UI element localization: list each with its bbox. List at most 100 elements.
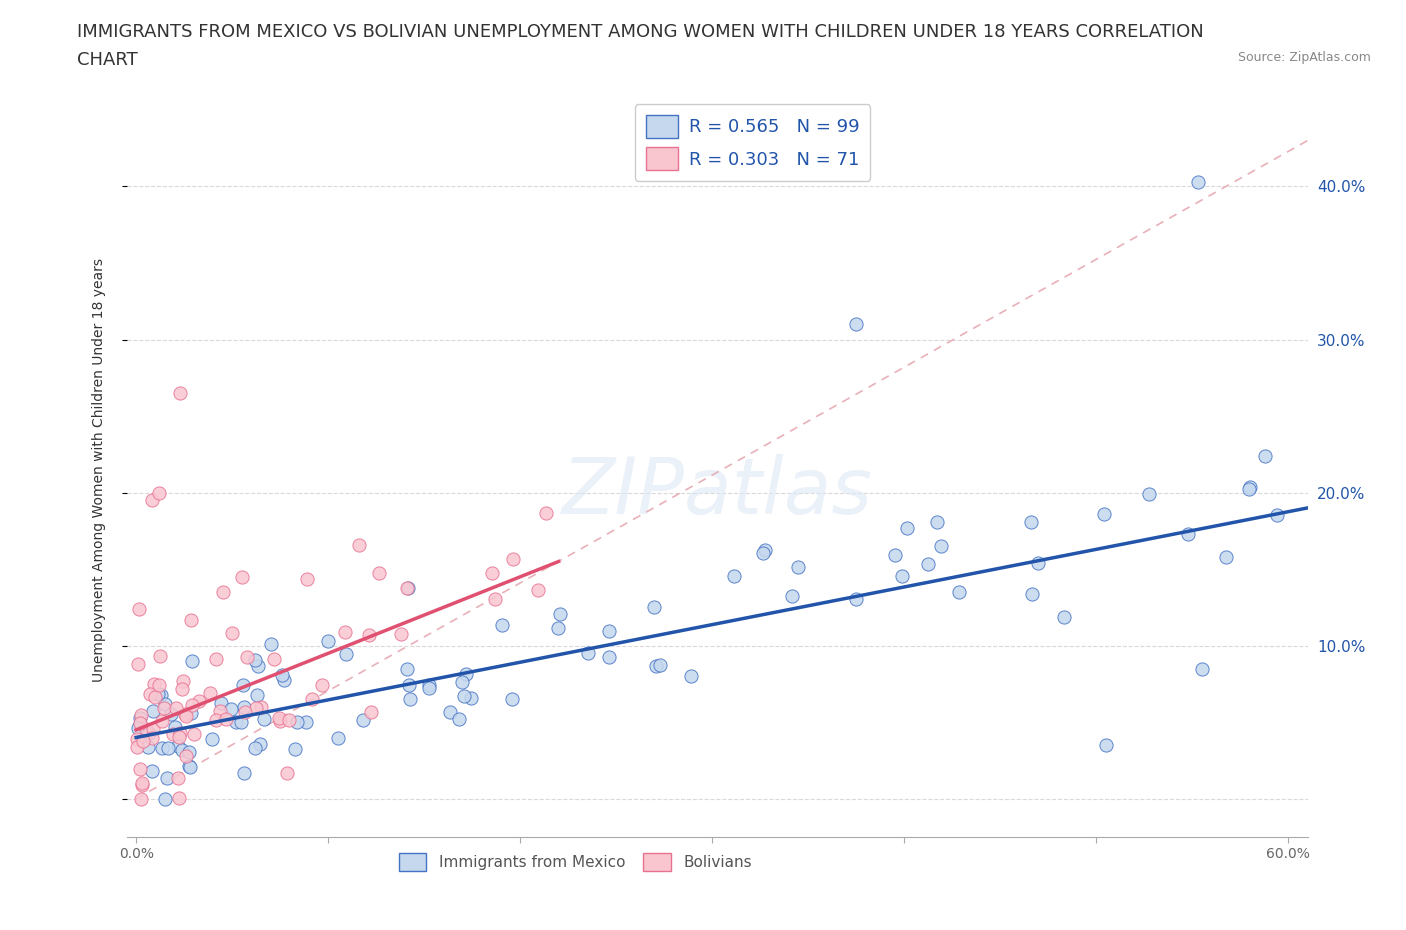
Point — [643, 599, 665, 614]
Point — [153, 791, 176, 806]
Point — [125, 732, 148, 747]
Point — [501, 692, 523, 707]
Point — [142, 676, 165, 691]
Point — [150, 687, 173, 702]
Point — [169, 725, 191, 740]
Point — [890, 568, 912, 583]
Point — [165, 700, 187, 715]
Point — [754, 543, 776, 558]
Point — [180, 706, 202, 721]
Point — [141, 493, 163, 508]
Point — [845, 317, 868, 332]
Point — [389, 626, 412, 641]
Point — [243, 740, 266, 755]
Point — [150, 713, 173, 728]
Point — [845, 591, 868, 606]
Point — [201, 732, 224, 747]
Point — [250, 699, 273, 714]
Point — [335, 646, 357, 661]
Point — [929, 538, 952, 553]
Point — [129, 791, 152, 806]
Point — [141, 764, 163, 779]
Point — [1095, 737, 1118, 752]
Point — [231, 569, 253, 584]
Point — [460, 690, 482, 705]
Point — [231, 714, 253, 729]
Point — [1139, 486, 1161, 501]
Point — [142, 722, 165, 737]
Point — [181, 698, 204, 712]
Point — [295, 714, 318, 729]
Point — [1215, 550, 1237, 565]
Point — [209, 703, 232, 718]
Point — [396, 580, 419, 595]
Point — [209, 696, 232, 711]
Point — [1187, 175, 1209, 190]
Point — [198, 686, 221, 701]
Point — [232, 678, 254, 693]
Point — [285, 714, 308, 729]
Point — [418, 678, 440, 693]
Point — [172, 673, 194, 688]
Point — [328, 730, 350, 745]
Point — [1021, 587, 1043, 602]
Point — [1021, 514, 1043, 529]
Point — [1177, 527, 1199, 542]
Point — [246, 688, 269, 703]
Point — [221, 625, 243, 640]
Point — [215, 711, 238, 726]
Point — [751, 546, 773, 561]
Point — [481, 566, 503, 581]
Point — [883, 548, 905, 563]
Text: CHART: CHART — [77, 51, 138, 69]
Point — [172, 743, 194, 758]
Point — [318, 634, 340, 649]
Point — [176, 749, 198, 764]
Point — [395, 580, 418, 595]
Point — [232, 699, 254, 714]
Text: IMMIGRANTS FROM MEXICO VS BOLIVIAN UNEMPLOYMENT AMONG WOMEN WITH CHILDREN UNDER : IMMIGRANTS FROM MEXICO VS BOLIVIAN UNEMP… — [77, 23, 1204, 41]
Point — [131, 776, 153, 790]
Point — [235, 649, 257, 664]
Point — [233, 704, 256, 719]
Point — [204, 713, 226, 728]
Point — [598, 624, 620, 639]
Point — [295, 571, 318, 586]
Point — [128, 602, 150, 617]
Point — [1191, 661, 1213, 676]
Point — [156, 740, 179, 755]
Point — [245, 700, 267, 715]
Point — [188, 694, 211, 709]
Legend: Immigrants from Mexico, Bolivians: Immigrants from Mexico, Bolivians — [392, 847, 758, 877]
Point — [263, 651, 285, 666]
Point — [284, 742, 307, 757]
Y-axis label: Unemployment Among Women with Children Under 18 years: Unemployment Among Women with Children U… — [91, 258, 105, 682]
Point — [396, 661, 419, 676]
Point — [679, 669, 702, 684]
Point — [177, 745, 200, 760]
Point — [177, 759, 200, 774]
Point — [548, 607, 571, 622]
Point — [576, 645, 599, 660]
Point — [138, 726, 160, 741]
Point — [453, 689, 475, 704]
Point — [125, 740, 148, 755]
Point — [167, 730, 190, 745]
Point — [146, 686, 169, 701]
Point — [253, 711, 276, 726]
Point — [357, 628, 380, 643]
Point — [439, 705, 461, 720]
Point — [150, 740, 173, 755]
Point — [399, 692, 422, 707]
Point — [129, 711, 152, 725]
Point — [205, 652, 228, 667]
Point — [166, 770, 188, 785]
Point — [156, 770, 179, 785]
Point — [249, 737, 271, 751]
Point — [1239, 482, 1261, 497]
Point — [450, 674, 472, 689]
Point — [181, 654, 204, 669]
Point — [782, 589, 804, 604]
Point — [143, 690, 166, 705]
Point — [176, 709, 198, 724]
